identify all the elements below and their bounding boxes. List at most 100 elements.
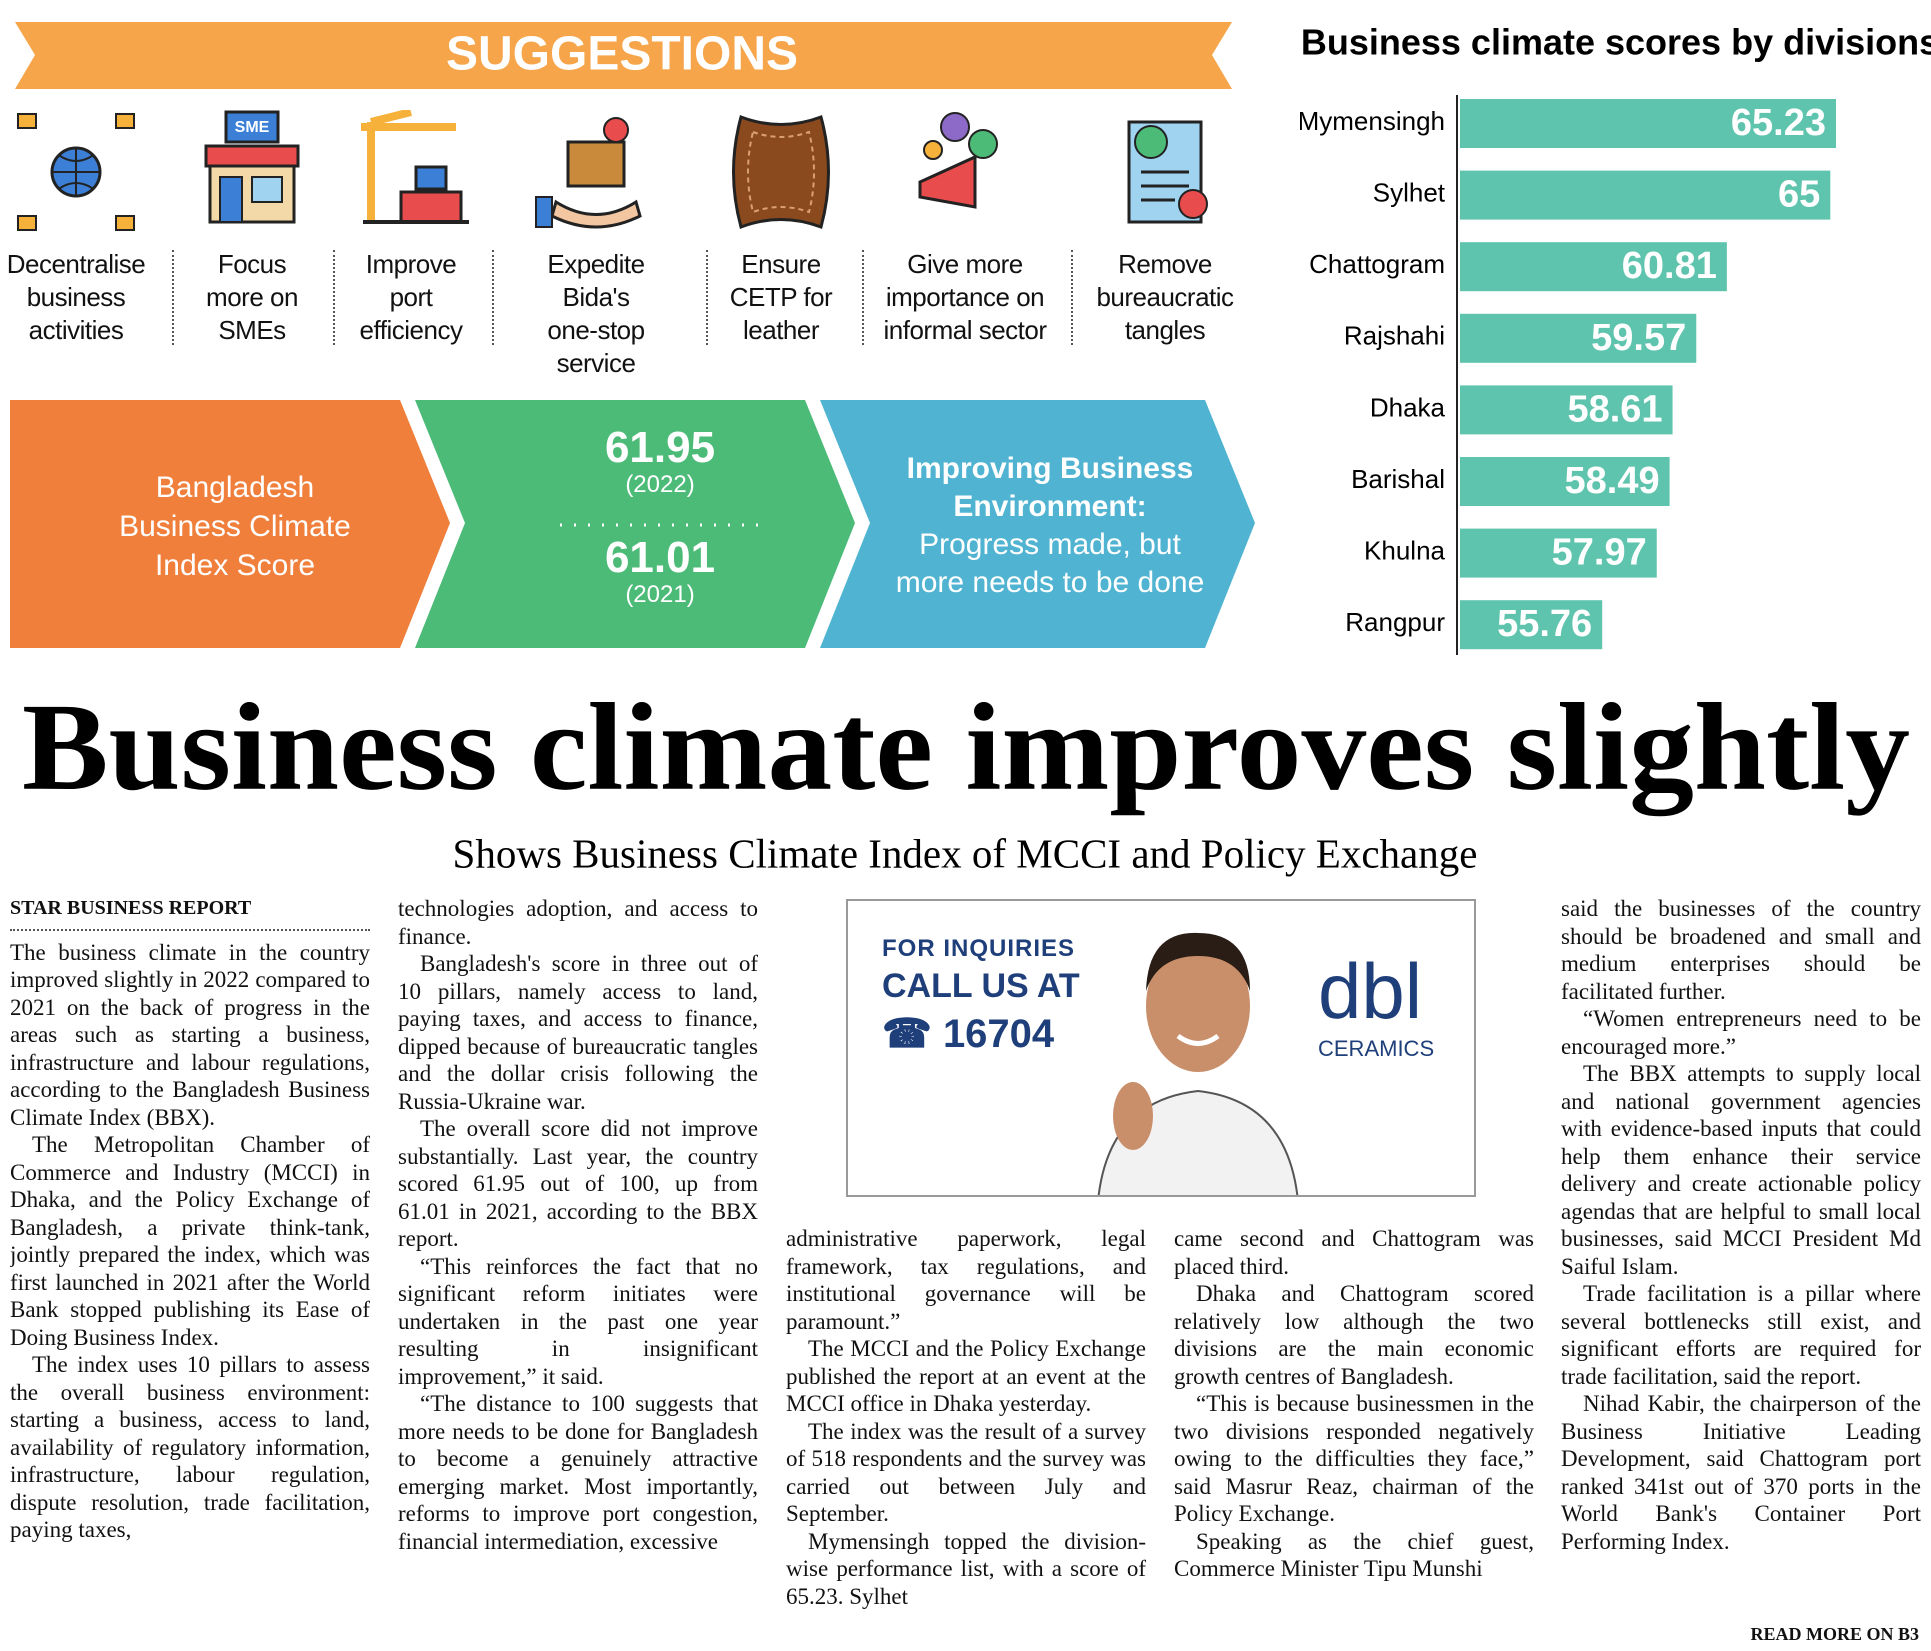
suggestion-line: Decentralise bbox=[6, 249, 146, 279]
suggestion-line: Focus bbox=[217, 249, 287, 279]
suggestion-line: SMEs bbox=[218, 315, 286, 345]
suggestion-line: Improve bbox=[365, 249, 457, 279]
icon-leather bbox=[732, 115, 830, 229]
suggestion-label: Decentralise business activities bbox=[0, 248, 161, 347]
byline: STAR BUSINESS REPORT bbox=[10, 895, 370, 931]
separator bbox=[862, 250, 864, 345]
read-more: READ MORE ON B3 bbox=[1750, 1624, 1919, 1644]
paragraph: The overall score did not improve substa… bbox=[398, 1116, 758, 1251]
icon-service bbox=[535, 117, 642, 229]
paragraph: The index uses 10 pillars to assess the … bbox=[10, 1352, 370, 1542]
arrow-orange bbox=[10, 400, 450, 648]
icon-megaphone bbox=[918, 112, 998, 209]
paragraph: “This is because businessmen in the two … bbox=[1174, 1391, 1534, 1526]
score-year: (2021) bbox=[625, 581, 695, 608]
bar bbox=[1460, 528, 1657, 578]
paragraph: Dhaka and Chattogram scored relatively l… bbox=[1174, 1281, 1534, 1389]
paragraph: administrative paperwork, legal framewor… bbox=[786, 1226, 1146, 1334]
bar bbox=[1460, 170, 1831, 220]
score-value: 61.01 bbox=[604, 533, 716, 582]
suggestion-line: Give more bbox=[907, 249, 1023, 279]
paragraph: said the businesses of the country shoul… bbox=[1561, 896, 1921, 1004]
paragraph: Nihad Kabir, the chairperson of the Busi… bbox=[1561, 1391, 1921, 1554]
category-label: Mymensingh bbox=[1300, 106, 1445, 136]
icon-row: SME bbox=[17, 110, 1208, 231]
suggestion-line: efficiency bbox=[359, 315, 463, 345]
suggestion-line: business bbox=[26, 282, 126, 312]
outlook-heading: Environment: bbox=[953, 490, 1147, 523]
paragraph: Trade facilitation is a pillar where sev… bbox=[1561, 1281, 1921, 1389]
category-label: Rangpur bbox=[1345, 607, 1445, 637]
suggestion-line: Expedite Bida's bbox=[547, 249, 645, 312]
category-label: Rajshahi bbox=[1344, 321, 1445, 351]
index-label: Bangladesh Business Climate Index Score bbox=[60, 468, 410, 585]
index-label-line: Index Score bbox=[154, 549, 316, 582]
sme-sign: SME bbox=[235, 119, 270, 136]
suggestion-line: more on bbox=[206, 282, 298, 312]
suggestion-label: Remove bureaucratic tangles bbox=[1080, 248, 1250, 347]
banner-ribbon bbox=[15, 22, 1232, 89]
bar bbox=[1460, 242, 1727, 292]
suggestions-banner: SUGGESTIONS bbox=[15, 22, 1232, 89]
paragraph: Speaking as the chief guest, Commerce Mi… bbox=[1174, 1528, 1534, 1582]
paragraph: came second and Chattogram was placed th… bbox=[1174, 1226, 1534, 1279]
suggestion-line: service bbox=[556, 348, 636, 378]
paragraph: “The distance to 100 suggests that more … bbox=[398, 1391, 758, 1554]
paragraph: technologies adoption, and access to fin… bbox=[398, 896, 758, 949]
paragraph: The index was the result of a survey of … bbox=[786, 1418, 1146, 1527]
index-scores: 61.95 (2022) 61.01 (2021) bbox=[510, 425, 810, 609]
category-label: Chattogram bbox=[1309, 249, 1445, 279]
value-label: 65 bbox=[1778, 174, 1820, 216]
arrow-blue bbox=[820, 400, 1255, 648]
arrow-flow bbox=[10, 400, 1255, 648]
suggestion-label: Expedite Bida's one-stop service bbox=[511, 248, 681, 380]
suggestion-line: importance on bbox=[885, 282, 1045, 312]
separator bbox=[333, 250, 335, 345]
paragraph: The BBX attempts to supply local and nat… bbox=[1561, 1061, 1921, 1279]
score-year: (2022) bbox=[625, 471, 695, 498]
value-label: 58.61 bbox=[1567, 388, 1662, 430]
paragraph: The Metropolitan Chamber of Commerce and… bbox=[10, 1132, 370, 1350]
suggestion-label: Ensure CETP for leather bbox=[696, 248, 866, 347]
icon-port bbox=[361, 110, 469, 224]
outlook-text: more needs to be done bbox=[895, 566, 1205, 599]
suggestion-label: Give more importance on informal sector bbox=[880, 248, 1050, 347]
article-column: administrative paperwork, legal framewor… bbox=[786, 1225, 1146, 1645]
icon-shop: SME bbox=[204, 110, 300, 224]
ad-line: CALL US AT bbox=[882, 967, 1080, 1005]
value-label: 57.97 bbox=[1552, 532, 1647, 574]
ad-phone: ☎ 16704 bbox=[882, 1012, 1055, 1056]
bar bbox=[1460, 99, 1836, 148]
value-label: 55.76 bbox=[1497, 603, 1592, 645]
separator bbox=[492, 250, 494, 345]
article-column: STAR BUSINESS REPORT The business climat… bbox=[10, 895, 370, 1645]
value-label: 65.23 bbox=[1731, 102, 1826, 144]
article-column: technologies adoption, and access to fin… bbox=[398, 895, 758, 1645]
outlook-text: Progress made, but bbox=[919, 528, 1181, 561]
arrow-green bbox=[415, 400, 855, 648]
bar bbox=[1460, 385, 1673, 435]
category-label: Khulna bbox=[1364, 535, 1445, 565]
index-label-line: Bangladesh bbox=[155, 471, 315, 504]
category-label: Dhaka bbox=[1370, 392, 1446, 422]
outlook: Improving Business Environment: Progress… bbox=[870, 450, 1230, 602]
outlook-heading: Improving Business bbox=[906, 452, 1194, 485]
suggestion-line: Remove bbox=[1118, 249, 1212, 279]
article-column: came second and Chattogram was placed th… bbox=[1174, 1225, 1534, 1645]
chart-title: Business climate scores by divisions bbox=[1301, 22, 1931, 63]
paragraph: “Women entrepreneurs need to be encourag… bbox=[1561, 1006, 1921, 1059]
suggestion-line: Ensure bbox=[741, 249, 821, 279]
suggestion-label: Improve port efficiency bbox=[326, 248, 496, 347]
ad-person bbox=[1097, 932, 1299, 1195]
value-label: 58.49 bbox=[1565, 460, 1660, 502]
paragraph: The MCCI and the Policy Exchange publish… bbox=[786, 1336, 1146, 1416]
paragraph: Bangladesh's score in three out of 10 pi… bbox=[398, 951, 758, 1114]
subheadline: Shows Business Climate Index of MCCI and… bbox=[453, 830, 1478, 876]
category-label: Barishal bbox=[1351, 464, 1445, 494]
ad-phone-number: 16704 bbox=[942, 1012, 1055, 1056]
suggestion-line: activities bbox=[28, 315, 124, 345]
score-value: 61.95 bbox=[604, 423, 716, 472]
paragraph: Mymensingh topped the division-wise perf… bbox=[786, 1528, 1146, 1609]
paragraph: The business climate in the country impr… bbox=[10, 939, 370, 1130]
